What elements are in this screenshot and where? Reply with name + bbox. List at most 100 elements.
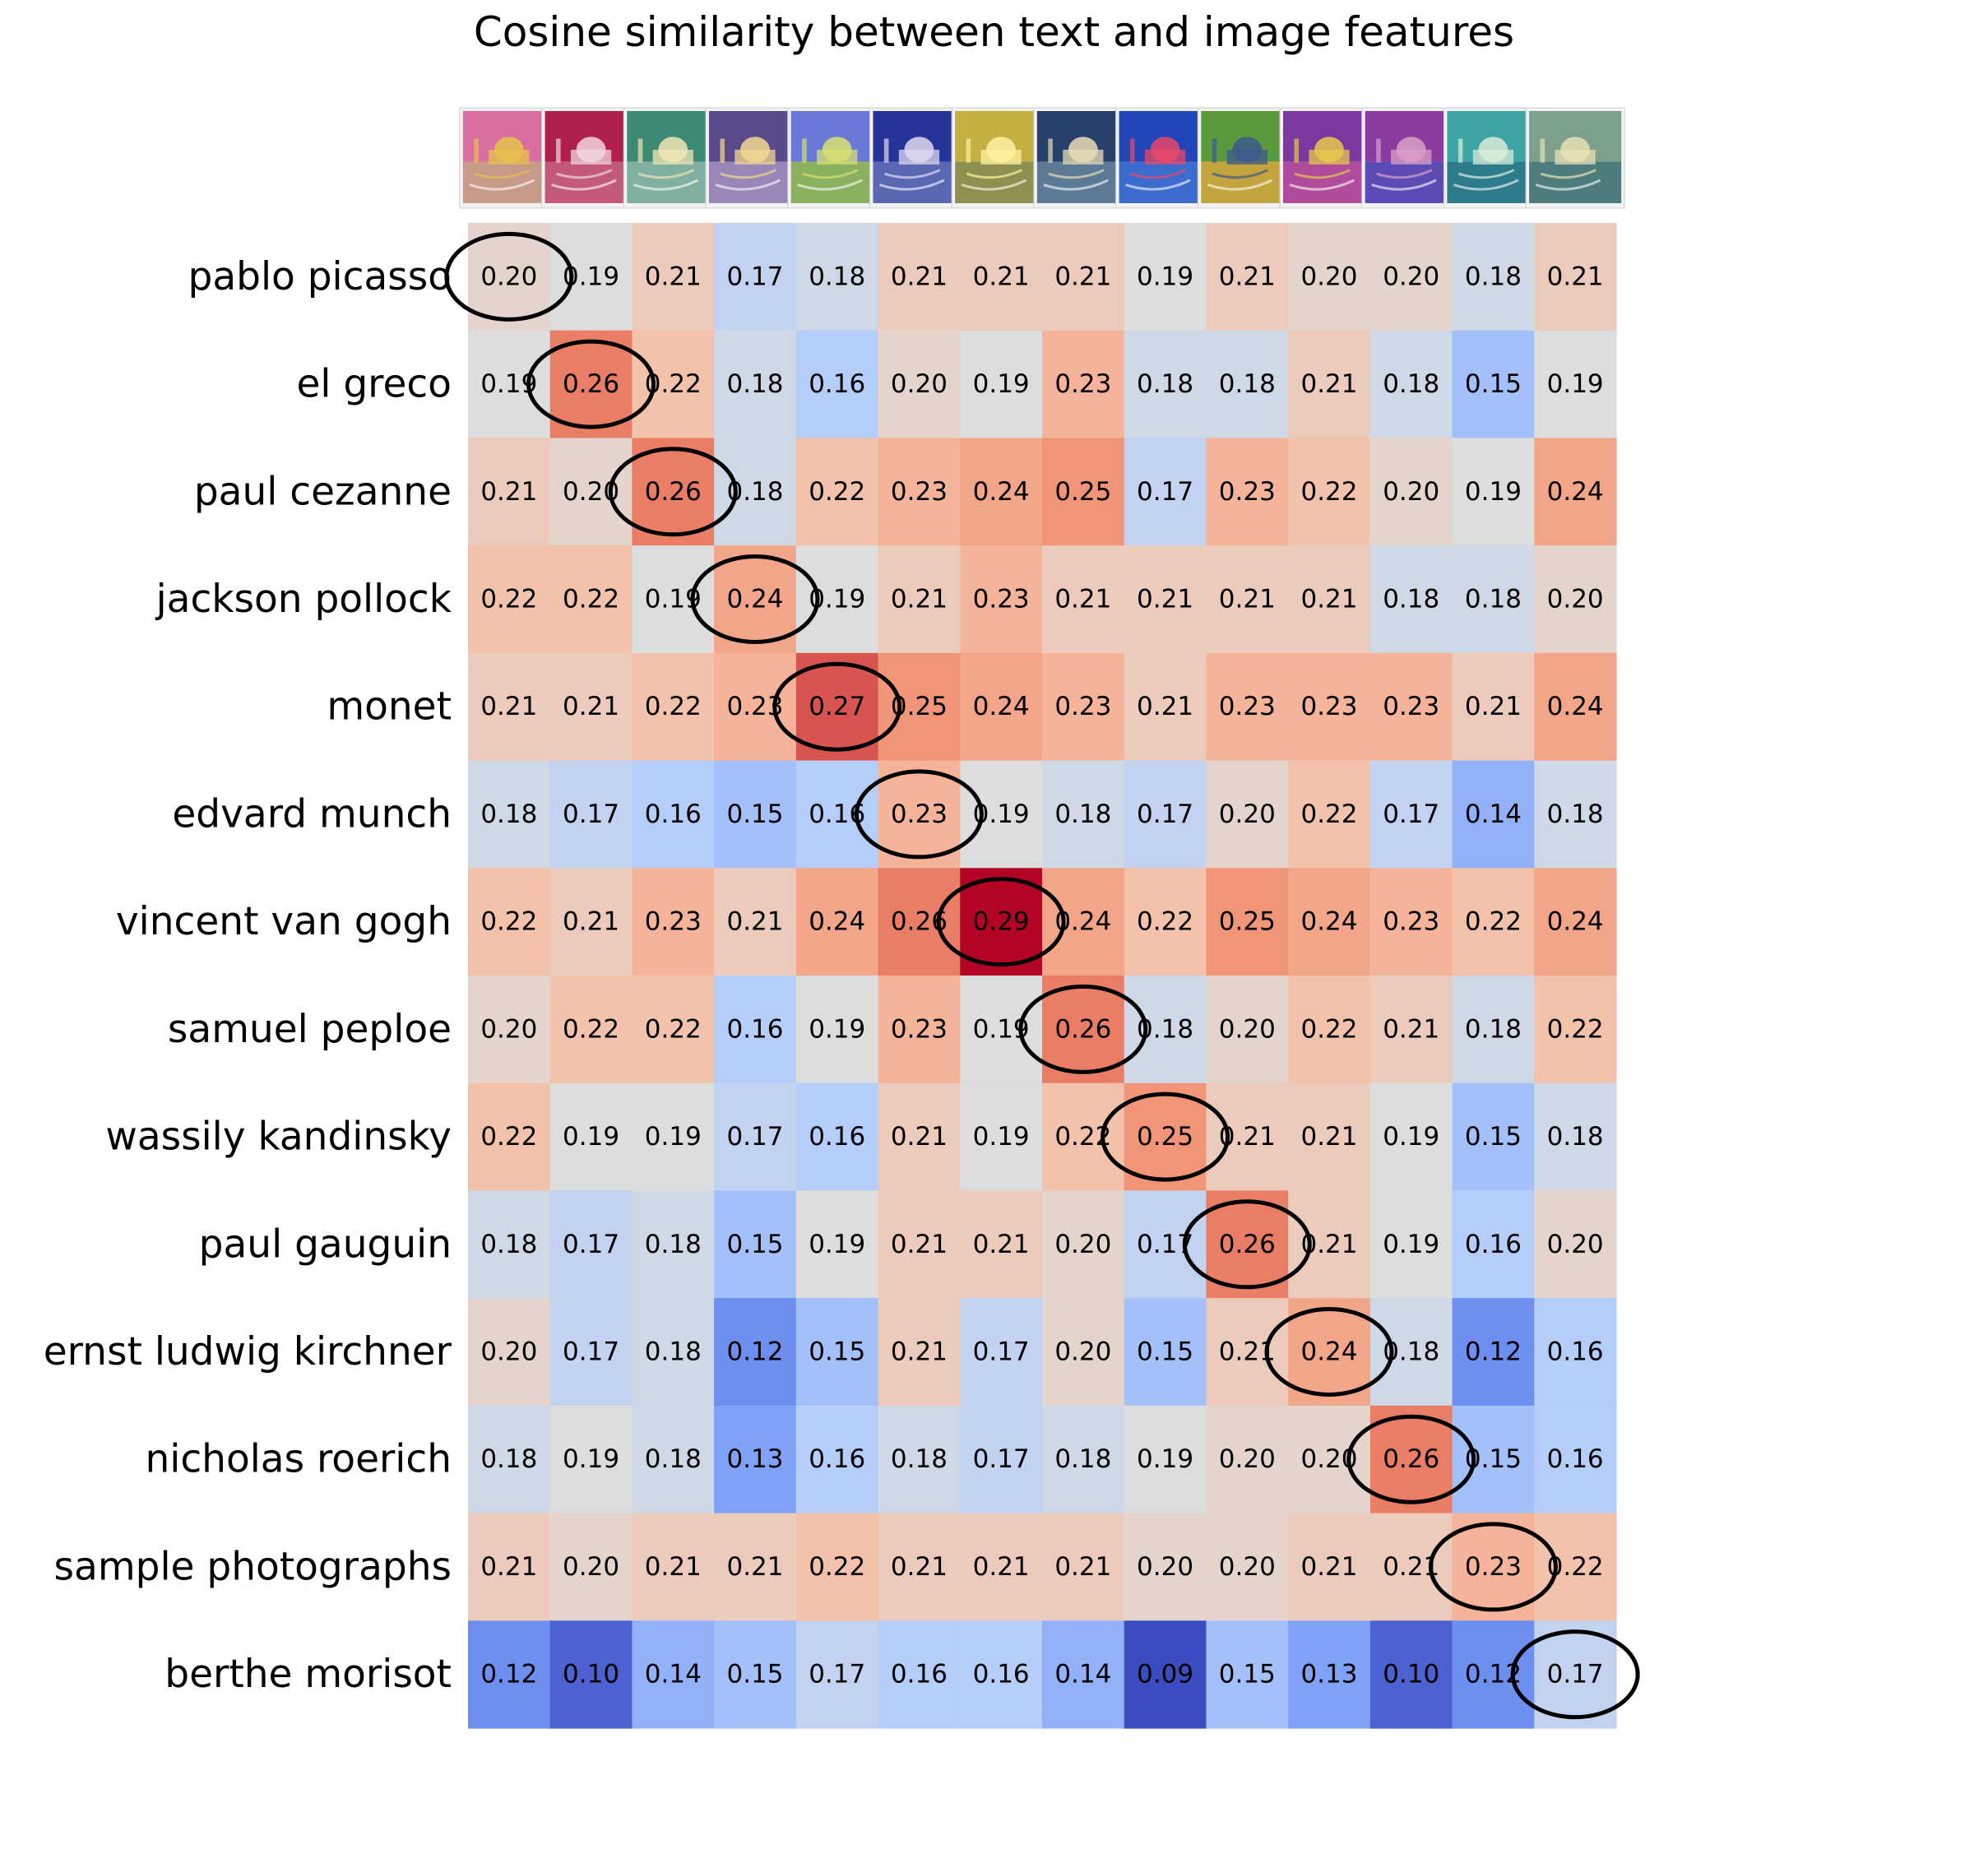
heatmap-cell [1206,652,1289,762]
heatmap-cell [1369,976,1453,1084]
heatmap-cell [1042,976,1125,1084]
cell-value-label: 0.24 [973,477,1030,507]
heatmap-cell [1534,1405,1617,1514]
heatmap-cell [549,1620,633,1729]
cell-value-label: 0.17 [1137,477,1193,507]
cell-value-label: 0.21 [973,1552,1030,1582]
heatmap-cell [1206,223,1289,331]
cell-value-label: 0.09 [1137,1660,1193,1689]
heatmap-cell [1452,976,1535,1084]
heatmap-cell [1369,1190,1453,1299]
cell-value-label: 0.20 [1219,1014,1276,1044]
row-label: paul gauguin [199,1221,452,1267]
heatmap-cell [960,545,1043,654]
heatmap-cell [878,330,961,439]
heatmap-cell [878,760,961,869]
heatmap-cell [1288,1620,1371,1729]
cell-value-label: 0.15 [726,800,783,829]
cell-value-label: 0.21 [973,1230,1030,1259]
diagonal-highlight-ellipse [526,339,656,429]
row-label: pablo picasso [188,254,452,299]
cell-value-label: 0.23 [1383,692,1439,721]
heatmap-cell [714,545,797,654]
heatmap-cell [960,760,1043,869]
cell-value-label: 0.16 [973,1660,1030,1689]
heatmap-cell [1452,1620,1535,1729]
heatmap-cell [468,1082,551,1192]
heatmap-cell [960,1513,1043,1621]
cell-value-label: 0.20 [1137,1552,1193,1582]
heatmap-cell [1042,545,1125,654]
cell-value-label: 0.18 [891,1444,948,1474]
cell-value-label: 0.15 [1219,1660,1276,1689]
cell-value-label: 0.17 [726,262,783,291]
cell-value-label: 0.18 [1547,800,1604,829]
cell-value-label: 0.16 [809,369,865,399]
cell-value-label: 0.19 [1137,262,1193,291]
diagonal-highlight-ellipse [936,877,1066,967]
cell-value-label: 0.21 [645,262,702,291]
heatmap-cell [960,976,1043,1084]
heatmap-cell [1534,652,1617,762]
cell-value-label: 0.18 [645,1444,702,1474]
heatmap-cell [1288,330,1371,439]
cell-value-label: 0.16 [726,1014,783,1044]
cell-value-label: 0.22 [1300,800,1357,829]
heatmap-cell [1534,545,1617,654]
cell-value-label: 0.16 [891,1660,948,1689]
heatmap-cell [1042,438,1125,546]
diagonal-highlight-ellipse [608,447,738,537]
cell-value-label: 0.21 [891,1337,948,1367]
cell-value-label: 0.23 [1465,1552,1522,1582]
heatmap-cell [1534,1082,1617,1192]
cell-value-label: 0.20 [480,262,537,291]
heatmap-cell [1042,1620,1125,1729]
cell-value-label: 0.18 [1054,800,1111,829]
cell-value-label: 0.22 [480,1122,537,1152]
heatmap-cell [632,1620,715,1729]
heatmap-cell [632,1298,715,1407]
heatmap-cell [1369,1620,1453,1729]
cell-value-label: 0.23 [891,1014,948,1044]
heatmap-cell [1288,868,1371,976]
heatmap-cell [1369,760,1453,869]
row-label: nicholas roerich [146,1437,452,1482]
heatmap-cell [795,652,879,762]
cell-value-label: 0.18 [1219,369,1276,399]
heatmap-cell [1124,1082,1207,1192]
cell-value-label: 0.18 [1383,585,1439,614]
diagonal-highlights [444,231,1640,1720]
cell-value-label: 0.20 [563,1552,619,1582]
cell-value-label: 0.17 [563,1230,619,1259]
cell-value-label: 0.18 [645,1230,702,1259]
cell-value-label: 0.22 [1137,907,1193,937]
row-label: samuel peploe [168,1007,452,1052]
cell-value-label: 0.23 [1383,907,1439,937]
cell-value-label: 0.12 [1465,1337,1522,1367]
heatmap-cell [1452,1298,1535,1407]
cell-value-label: 0.20 [1219,1444,1276,1474]
cell-value-label: 0.21 [1300,1552,1357,1582]
cell-value-label: 0.21 [726,1552,783,1582]
heatmap-cell [468,438,551,546]
cell-value-label: 0.18 [726,369,783,399]
heatmap-cell [714,652,797,762]
row-label: vincent van gogh [116,899,452,944]
heatmap-cell [549,652,633,762]
heatmap-cell [878,868,961,976]
cell-value-label: 0.13 [726,1444,783,1474]
heatmap-cell [1124,868,1207,976]
heatmap-cell [1452,1513,1535,1621]
cell-value-label: 0.23 [891,800,948,829]
cell-value-label: 0.21 [1300,369,1357,399]
cell-value-label: 0.15 [726,1660,783,1689]
cell-value-label: 0.17 [1137,800,1193,829]
heatmap-cell [1369,1082,1453,1192]
heatmap-cell [1452,1405,1535,1514]
cell-value-label: 0.22 [563,585,619,614]
cell-value-label: 0.19 [809,1014,865,1044]
cell-value-label: 0.19 [1383,1230,1439,1259]
heatmap-cell [1534,223,1617,331]
cell-value-label: 0.17 [726,1122,783,1152]
heatmap-cell [1452,1082,1535,1192]
